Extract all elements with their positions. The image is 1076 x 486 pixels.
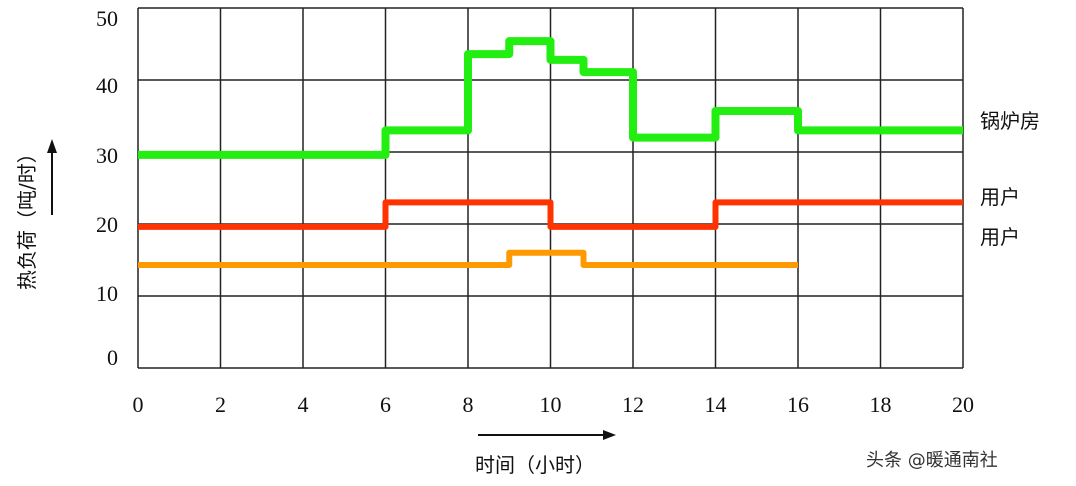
- x-tick-label: 14: [705, 392, 727, 417]
- x-tick-labels: 0 2 4 6 8 10 12 14 16 18 20: [133, 392, 975, 417]
- y-tick-label: 50: [96, 6, 118, 31]
- series-lines: [138, 37, 963, 269]
- y-tick-label: 0: [107, 345, 118, 370]
- y-tick-label: 10: [96, 281, 118, 306]
- x-tick-label: 16: [787, 392, 809, 417]
- x-tick-label: 10: [540, 392, 562, 417]
- x-tick-label: 20: [952, 392, 974, 417]
- series-line-2: [138, 249, 798, 269]
- x-tick-label: 4: [298, 392, 309, 417]
- y-tick-label: 40: [96, 73, 118, 98]
- series-label-1: 用户: [980, 185, 1020, 209]
- y-axis-arrowhead: [47, 139, 57, 153]
- series-line-0: [138, 37, 963, 159]
- y-axis-label: 热负荷（吨/时）: [15, 143, 39, 290]
- y-tick-label: 20: [96, 212, 118, 237]
- x-tick-label: 2: [215, 392, 226, 417]
- x-tick-label: 12: [622, 392, 644, 417]
- series-label-2: 用户: [980, 225, 1020, 249]
- watermark: 头条 @暖通南社: [866, 450, 998, 471]
- y-tick-labels: 0 10 20 30 40 50: [96, 6, 118, 370]
- x-axis-label: 时间（小时）: [475, 453, 595, 477]
- x-tick-label: 6: [380, 392, 391, 417]
- series-label-0: 锅炉房: [980, 109, 1040, 133]
- x-tick-label: 0: [133, 392, 144, 417]
- series-line-1: [138, 199, 963, 230]
- y-tick-label: 30: [96, 143, 118, 168]
- x-tick-label: 8: [463, 392, 474, 417]
- x-tick-label: 18: [870, 392, 892, 417]
- x-axis-arrowhead: [603, 430, 616, 440]
